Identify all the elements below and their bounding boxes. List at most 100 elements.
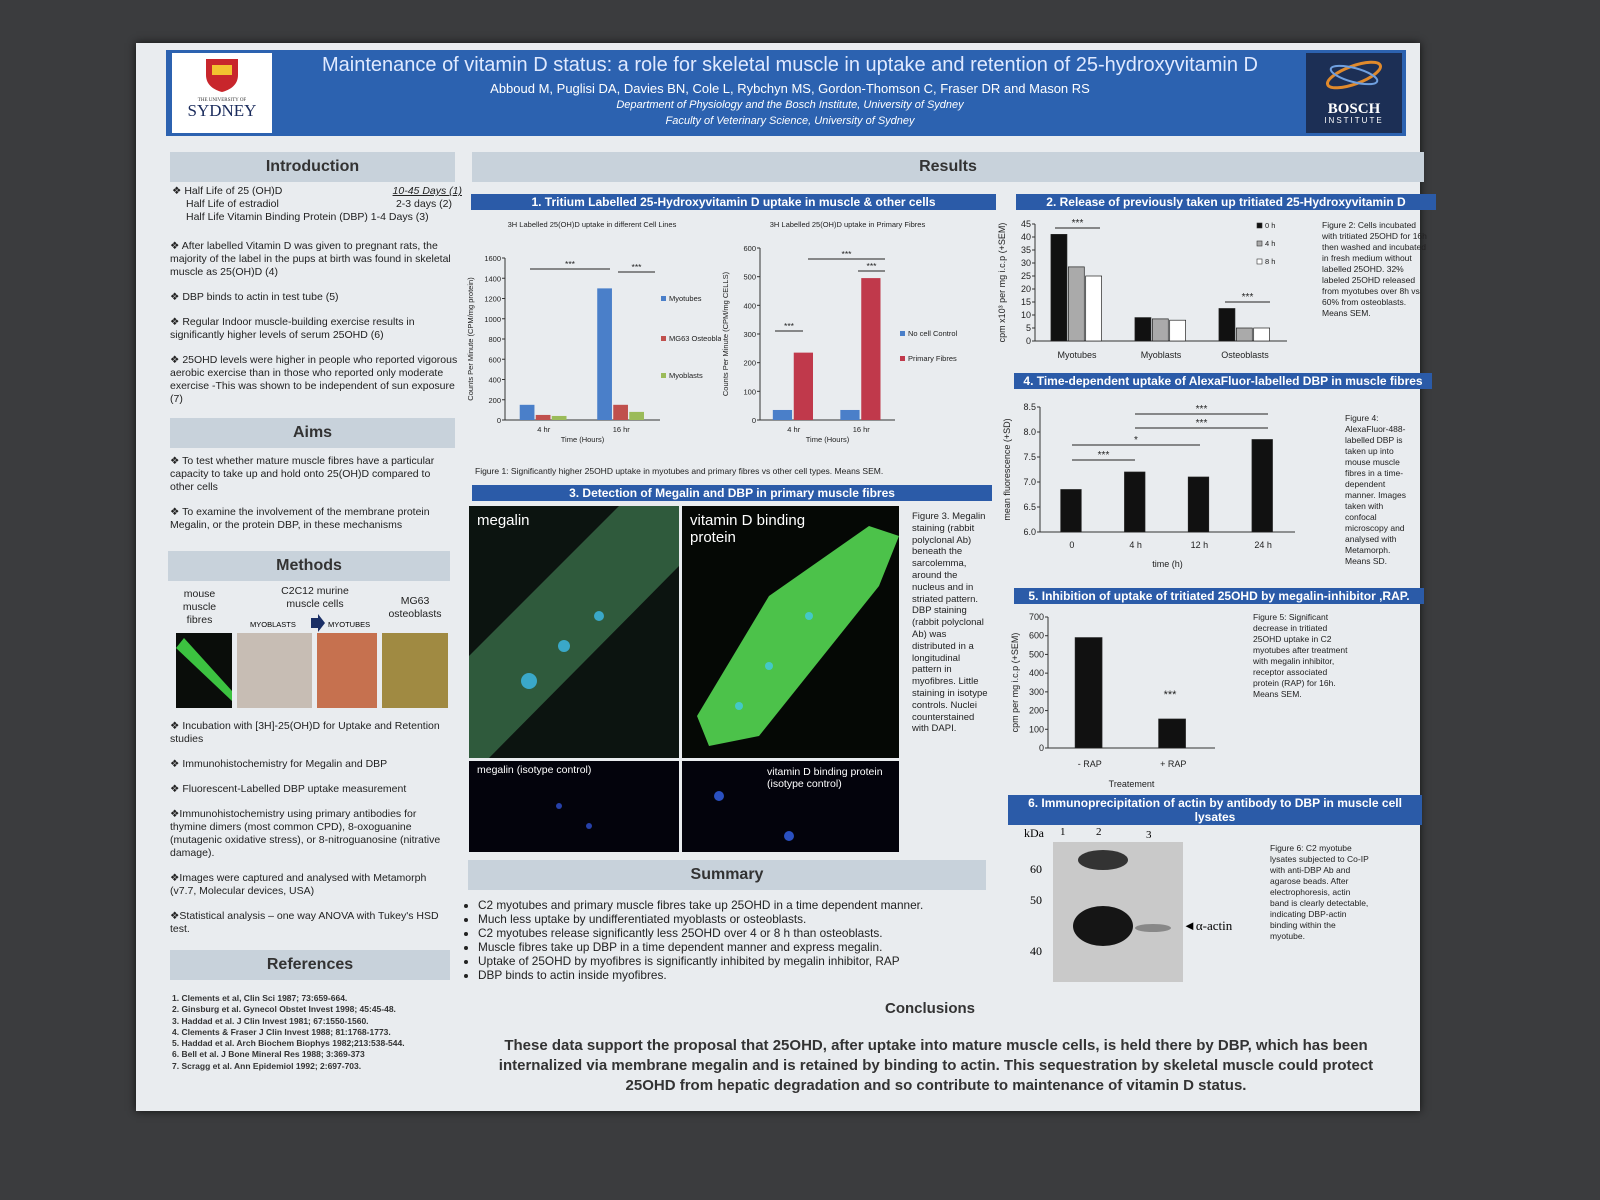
list-item: 2. Ginsburg et al. Gynecol Obstet Invest… — [172, 1004, 396, 1015]
x-axis-label: Time (Hours) — [806, 435, 850, 444]
y-tick-label: 15 — [1021, 297, 1031, 307]
bar — [597, 288, 612, 420]
bar — [861, 278, 881, 420]
x-tick-label: 0 — [1069, 540, 1074, 550]
list-item: 6. Bell et al. J Bone Mineral Res 1988; … — [172, 1049, 365, 1060]
bar — [535, 414, 551, 420]
x-tick-label: 4 h — [1129, 540, 1142, 550]
logo-text: INSTITUTE — [1324, 116, 1384, 125]
list-item: Muscle fibres take up DBP in a time depe… — [478, 940, 1018, 954]
x-tick-label: - RAP — [1078, 759, 1102, 769]
bar — [840, 409, 860, 420]
band-label: ◄α-actin — [1183, 918, 1233, 933]
y-tick-label: 600 — [488, 355, 501, 364]
legend-label: 4 h — [1265, 239, 1275, 248]
bosch-logo — [1326, 60, 1382, 90]
annotation: *** — [784, 321, 795, 331]
section-heading: Summary — [468, 860, 986, 890]
row: Half Life Vitamin Binding Protein (DBP) … — [172, 211, 462, 224]
y-tick-label: 600 — [743, 244, 756, 253]
caption: Figure 1: Significantly higher 25OHD upt… — [475, 466, 884, 476]
stage-label: MYOBLASTS — [250, 620, 296, 629]
section-heading: Aims — [170, 418, 455, 448]
y-tick-label: 200 — [488, 396, 501, 405]
cell-label: C2C12 murine muscle cells — [281, 585, 349, 610]
cell-label: MG63 osteoblasts — [388, 595, 442, 620]
marker-label: 40 — [1030, 944, 1042, 958]
x-axis-label: Time (Hours) — [561, 435, 605, 444]
bar — [1235, 327, 1253, 342]
x-tick-label: 24 h — [1254, 540, 1272, 550]
chart: cpm x10³ per mg i.c.p (+SEM) 0 5 10 15 20 25 30… — [997, 218, 1287, 360]
chart: mean fluorescence (+SD) time (h) 6.0 6.5 7.0… — [1002, 402, 1295, 569]
y-tick-label: 100 — [1029, 724, 1044, 734]
legend-label: Myotubes — [669, 294, 702, 303]
legend-swatch — [661, 373, 666, 378]
logo-text: BOSCH — [1327, 101, 1381, 117]
legend-swatch — [1256, 240, 1263, 247]
y-axis-label: Counts Per Minute (CPM/mg protein) — [466, 277, 475, 401]
list-item: ❖ Regular Indoor muscle-building exercis… — [170, 316, 415, 341]
y-tick-label: 25 — [1021, 271, 1031, 281]
figure-title: 6. Immunoprecipitation of actin by antib… — [1008, 795, 1422, 825]
list-item: ❖Images were captured and analysed with … — [170, 872, 427, 897]
bar — [1050, 234, 1068, 342]
section-heading: Results — [472, 152, 1424, 182]
caption: Figure 3. Megalin staining (rabbit polyc… — [912, 511, 988, 735]
legend-label: MG63 Osteoblasts — [669, 334, 721, 343]
unit-label: kDa — [1024, 826, 1044, 840]
list-item: ❖ Fluorescent-Labelled DBP uptake measur… — [170, 783, 407, 795]
annotation: *** — [565, 259, 576, 269]
y-tick-label: 1200 — [484, 295, 501, 304]
y-axis-label: Counts Per Minute (CPM/mg CELLS) — [721, 271, 730, 396]
annotation: *** — [1242, 292, 1254, 303]
y-tick-label: 800 — [488, 335, 501, 344]
legend-swatch — [900, 331, 905, 336]
list-item: ❖ Immunohistochemistry for Megalin and D… — [170, 758, 388, 770]
micrographs — [469, 506, 899, 852]
header-bar — [166, 50, 1406, 136]
cell: 2-3 days (2) — [395, 198, 452, 210]
x-axis-label: Treatement — [1109, 779, 1155, 789]
bar — [1158, 718, 1186, 749]
x-tick-label: Myotubes — [1057, 350, 1097, 360]
authors: Abboud M, Puglisi DA, Davies BN, Cole L,… — [490, 81, 1090, 96]
list-item: C2 myotubes and primary muscle fibres ta… — [478, 898, 1018, 912]
y-tick-label: 0 — [1039, 743, 1044, 753]
crest — [206, 59, 238, 92]
y-tick-label: 10 — [1021, 310, 1031, 320]
lane-label: 1 — [1060, 826, 1066, 838]
y-tick-label: 200 — [1029, 706, 1044, 716]
x-tick-label: 16 hr — [613, 425, 631, 434]
y-tick-label: 0 — [497, 416, 501, 425]
panel-label: megalin — [477, 512, 530, 529]
list-item: 3. Haddad et al. J Clin Invest 1981; 67:… — [172, 1015, 369, 1026]
panel-label: vitamin D binding protein — [690, 512, 806, 546]
y-tick-label: 100 — [743, 387, 756, 396]
list-item: Much less uptake by undifferentiated myo… — [478, 912, 1018, 926]
bar — [1169, 319, 1187, 342]
bar — [772, 409, 793, 420]
bar — [1134, 317, 1152, 342]
affiliation: Department of Physiology and the Bosch I… — [616, 99, 964, 111]
reference-list: 1. Clements et al, Clin Sci 1987; 73:659… — [172, 993, 457, 1072]
chart: cpm per mg i.c.p (+SEM) Treatement 0 100 200… — [1010, 612, 1215, 789]
y-axis-label: cpm x10³ per mg i.c.p (+SEM) — [997, 223, 1007, 343]
list-item: 4. Clements & Fraser J Clin Invest 1988;… — [172, 1026, 391, 1037]
x-tick-label: + RAP — [1160, 759, 1186, 769]
bar — [1085, 275, 1103, 342]
list-item: ❖Immunohistochemistry using primary anti… — [170, 808, 441, 859]
annotation: *** — [632, 262, 643, 272]
y-tick-label: 0 — [1026, 336, 1031, 346]
y-tick-label: 5 — [1026, 323, 1031, 333]
chart-title: 3H Labelled 25(OH)D uptake in Primary Fi… — [770, 220, 926, 229]
y-tick-label: 45 — [1021, 219, 1031, 229]
list-item: 5. Haddad et al. Arch Biochem Biophys 19… — [172, 1038, 405, 1049]
row: Half Life of estradiol 2-3 days (2) — [172, 198, 462, 211]
bar — [519, 404, 535, 420]
stage-label: MYOTUBES — [328, 620, 371, 629]
logo-text: SYDNEY — [187, 101, 257, 120]
y-axis-label: mean fluorescence (+SD) — [1002, 418, 1012, 520]
annotation: *** — [842, 249, 853, 259]
bar — [629, 411, 644, 420]
